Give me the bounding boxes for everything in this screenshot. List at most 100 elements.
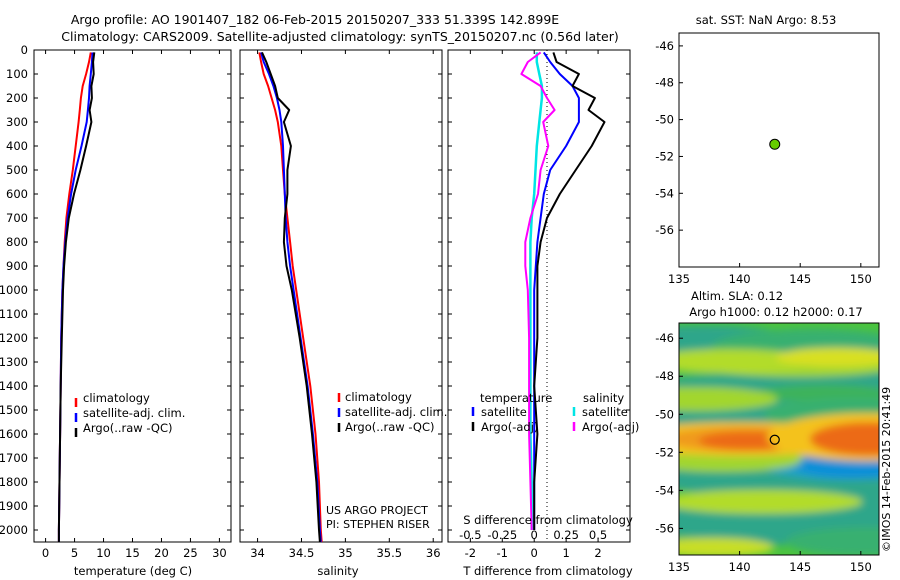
diff-legend-sal-argo: Argo(-adj) xyxy=(582,420,639,434)
sla-field-patch xyxy=(679,537,774,555)
depth-tick-label: 500 xyxy=(6,163,28,177)
project-line1: US ARGO PROJECT xyxy=(326,504,428,517)
depth-tick-label: 300 xyxy=(6,115,28,129)
y-tick-label: -50 xyxy=(655,407,674,421)
sla-field-patch xyxy=(786,527,879,555)
y-tick-label: -48 xyxy=(655,76,674,90)
x-tick-label: 34 xyxy=(250,546,265,560)
sal-series-2 xyxy=(261,51,321,542)
y-tick-label: -48 xyxy=(655,369,674,383)
salinity-axes-box xyxy=(239,49,443,543)
sla-field-patch xyxy=(809,422,879,456)
diff-top-tick-label: -0.25 xyxy=(487,528,517,542)
depth-tick-label: 800 xyxy=(6,235,28,249)
x-tick-label: 135 xyxy=(668,272,690,286)
y-tick-label: -54 xyxy=(655,483,674,497)
location-panel: sat. SST: NaN Argo: 8.53 135 140 145 150 -46… xyxy=(655,13,880,286)
sal-legend-climatology: climatology xyxy=(345,390,412,404)
sla-panel: Altim. SLA: 0.12 Argo h1000: 0.12 h2000:… xyxy=(655,289,880,574)
diff-legend-sal-satellite: satellite xyxy=(582,405,628,419)
depth-tick-label: 1100 xyxy=(0,307,28,321)
depth-tick-label: 1400 xyxy=(0,379,28,393)
sla-float-marker xyxy=(769,434,780,445)
temp-series-2 xyxy=(57,52,96,542)
depth-tick-label: 1900 xyxy=(0,499,28,513)
differences-panel: -2 -1 0 1 2 -0.5 -0.25 0 0.25 0.5 temperature sal… xyxy=(447,49,639,578)
x-tick-label: 140 xyxy=(729,272,751,286)
depth-tick-label: 1200 xyxy=(0,331,28,345)
x-tick-label: 150 xyxy=(850,560,872,574)
x-tick-label: 35.5 xyxy=(376,546,402,560)
x-tick-label: 0 xyxy=(531,546,538,560)
sal-series-0 xyxy=(258,52,323,542)
diff-series-0 xyxy=(533,51,580,530)
depth-tick-label: 600 xyxy=(6,187,28,201)
figure-title-line2: Climatology: CARS2009. Satellite-adjuste… xyxy=(61,29,618,44)
x-tick-label: 140 xyxy=(729,560,751,574)
y-tick-label: -46 xyxy=(655,331,674,345)
y-tick-label: -52 xyxy=(655,149,674,163)
depth-tick-label: 700 xyxy=(6,211,28,225)
y-tick-label: -54 xyxy=(655,186,674,200)
imos-watermark: ©IMOS 14-Feb-2015 20:41:49 xyxy=(880,387,893,552)
figure-title-line1: Argo profile: AO 1901407_182 06-Feb-2015… xyxy=(71,12,559,27)
y-tick-label: -46 xyxy=(655,39,674,53)
depth-tick-label: 900 xyxy=(6,259,28,273)
y-tick-label: -52 xyxy=(655,445,674,459)
diff-legend-temp-heading: temperature xyxy=(480,391,552,405)
x-tick-label: 36 xyxy=(426,546,441,560)
location-axes-box xyxy=(678,32,880,268)
diff-series-1 xyxy=(533,52,606,530)
sla-field-patch xyxy=(679,387,778,412)
depth-tick-label: 2000 xyxy=(0,523,28,537)
x-tick-label: 30 xyxy=(212,546,227,560)
x-tick-label: 10 xyxy=(96,546,111,560)
depth-tick-label: 100 xyxy=(6,67,28,81)
salinity-panel: 34 34.5 35 35.5 36 salinity climatology sate… xyxy=(239,49,447,578)
x-tick-label: 145 xyxy=(789,272,811,286)
x-tick-label: 20 xyxy=(154,546,169,560)
x-tick-label: 5 xyxy=(71,546,78,560)
diff-series-2 xyxy=(529,52,544,530)
sal-legend-satellite: satellite-adj. clim. xyxy=(345,405,447,419)
diff-legend-temp-argo: Argo(-adj) xyxy=(481,420,538,434)
x-tick-label: 0 xyxy=(42,546,49,560)
temp-legend-argo: Argo(..raw -QC) xyxy=(83,421,173,435)
depth-tick-label: 400 xyxy=(6,139,28,153)
depth-tick-label: 1600 xyxy=(0,427,28,441)
y-tick-label: -50 xyxy=(655,113,674,127)
differences-axes-box xyxy=(447,49,631,543)
sal-series-1 xyxy=(260,52,322,542)
x-tick-label: -2 xyxy=(465,546,476,560)
diff-legend-sal-heading: salinity xyxy=(583,391,624,405)
x-tick-label: 35 xyxy=(338,546,353,560)
depth-tick-label: 0 xyxy=(21,43,28,57)
x-tick-label: -1 xyxy=(497,546,508,560)
x-tick-label: 150 xyxy=(850,272,872,286)
x-tick-label: 145 xyxy=(789,560,811,574)
depth-tick-label: 1500 xyxy=(0,403,28,417)
y-tick-label: -56 xyxy=(655,521,674,535)
depth-tick-label: 1000 xyxy=(0,283,28,297)
location-title: sat. SST: NaN Argo: 8.53 xyxy=(696,13,837,27)
sla-field-patch xyxy=(679,489,863,514)
temp-series-1 xyxy=(57,52,94,542)
diff-legend-temp-satellite: satellite xyxy=(481,405,527,419)
diff-top-xlabel: S difference from climatology xyxy=(463,513,633,527)
depth-tick-label: 1300 xyxy=(0,355,28,369)
x-tick-label: 2 xyxy=(594,546,601,560)
salinity-xlabel: salinity xyxy=(317,564,358,578)
temperature-legend: climatology satellite-adj. clim. Argo(..… xyxy=(74,391,185,437)
temp-legend-climatology: climatology xyxy=(83,391,150,405)
sla-title-line2: Argo h1000: 0.12 h2000: 0.17 xyxy=(689,305,862,319)
x-tick-label: 34.5 xyxy=(289,546,315,560)
salinity-legend: climatology satellite-adj. clim. Argo(..… xyxy=(337,390,447,434)
depth-tick-label: 200 xyxy=(6,91,28,105)
x-tick-label: 25 xyxy=(183,546,198,560)
diff-top-tick-label: 0.5 xyxy=(589,528,607,542)
diff-xlabel: T difference from climatology xyxy=(462,564,633,578)
x-tick-label: 15 xyxy=(125,546,140,560)
diff-top-tick-label: 0.25 xyxy=(553,528,579,542)
depth-tick-label: 1700 xyxy=(0,451,28,465)
